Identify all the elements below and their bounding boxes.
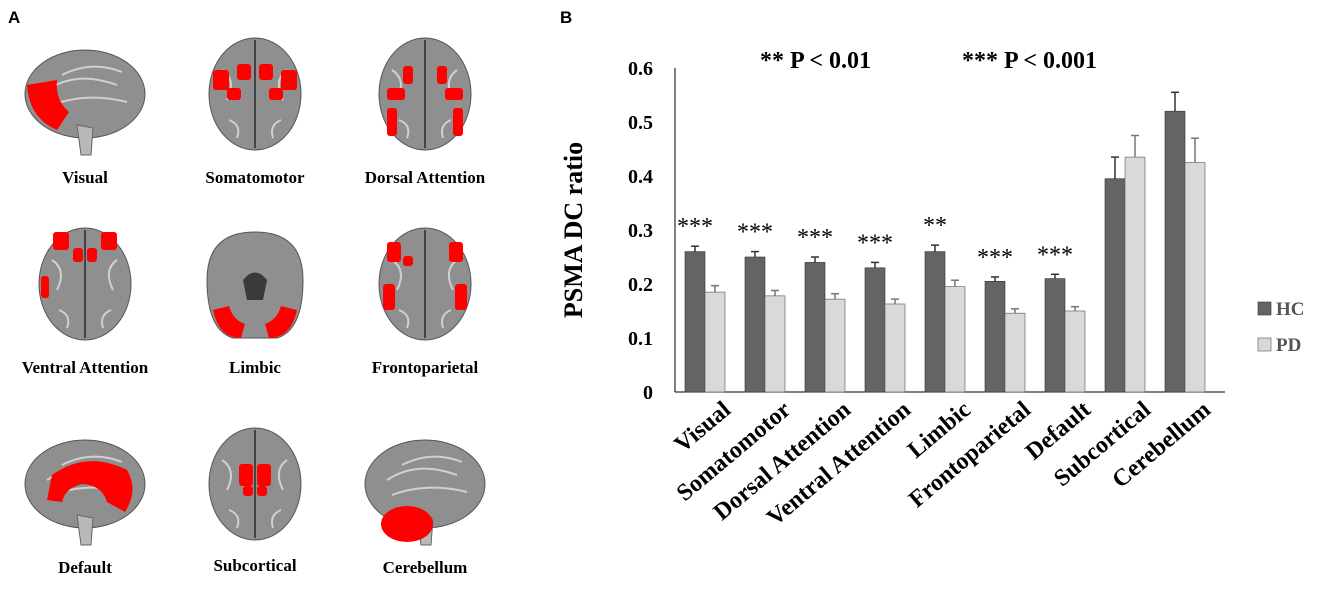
brain-map-visual: Visual (0, 30, 170, 200)
brain-map-label: Subcortical (213, 556, 297, 575)
panel-a-label: A (8, 8, 21, 27)
bar-hc (1164, 110, 1186, 393)
brain-image (378, 227, 472, 341)
brain-map-label: Dorsal Attention (364, 168, 486, 187)
y-tick-label: 0.2 (628, 274, 653, 296)
significance-marker: *** (857, 230, 893, 256)
bar-pd (1184, 162, 1206, 393)
brain-map-ventral-attention: Ventral Attention (0, 220, 170, 390)
brain-map-somatomotor: Somatomotor (170, 30, 340, 200)
bar-hc (1104, 178, 1126, 393)
significance-marker: *** (797, 225, 833, 251)
brain-image (206, 231, 304, 339)
y-tick-label: 0.5 (628, 112, 653, 134)
brain-map-panel: Visual Somatomotor Dorsal Attention Ventral… (0, 30, 520, 589)
bar-pd (704, 291, 726, 393)
brain-map-label: Default (58, 558, 112, 577)
significance-marker: ** (923, 213, 947, 239)
bar-hc (924, 251, 946, 393)
brain-map-label: Cerebellum (382, 558, 468, 577)
y-tick-label: 0.6 (628, 58, 653, 80)
brain-image (38, 227, 132, 341)
brain-map-label: Limbic (229, 358, 281, 377)
bar-hc (984, 280, 1006, 393)
legend-label-pd: PD (1276, 335, 1301, 356)
bar-pd (884, 303, 906, 393)
y-tick-label: 0.3 (628, 220, 653, 242)
brain-map-cerebellum: Cerebellum (340, 420, 510, 590)
y-tick-label: 0.1 (628, 328, 653, 350)
significance-marker: *** (677, 214, 713, 240)
brain-image (378, 37, 472, 151)
significance-marker: *** (737, 220, 773, 246)
brain-image (208, 427, 302, 541)
panel-b-label: B (560, 8, 573, 27)
brain-map-limbic: Limbic (170, 220, 340, 390)
brain-map-subcortical: Subcortical (170, 420, 340, 590)
annotation-p001: ** P < 0.01 (760, 48, 871, 74)
legend-label-hc: HC (1276, 299, 1305, 320)
y-tick-label: 0.4 (628, 166, 653, 188)
brain-map-label: Ventral Attention (21, 358, 149, 377)
bar-pd (1004, 312, 1026, 393)
annotation-p0001: *** P < 0.001 (962, 48, 1097, 74)
brain-map-frontoparietal: Frontoparietal (340, 220, 510, 390)
brain-image (208, 37, 302, 151)
brain-map-label: Somatomotor (205, 168, 305, 187)
bar-hc (804, 262, 826, 393)
legend-swatch-hc (1257, 301, 1272, 316)
brain-map-default: Default (0, 420, 170, 590)
bar-hc (744, 256, 766, 393)
brain-image (364, 439, 486, 546)
bar-chart: 0 0.1 0.2 0.3 0.4 0.5 0.6 PSMA DC ratio ** P < 0… (559, 48, 1305, 531)
bar-pd (944, 286, 966, 393)
bar-pd (1124, 156, 1146, 393)
brain-map-label: Frontoparietal (371, 358, 479, 377)
brain-map-dorsal-attention: Dorsal Attention (340, 30, 510, 200)
y-tick-label: 0 (643, 382, 653, 404)
brain-map-label: Visual (62, 168, 108, 187)
bar-pd (824, 298, 846, 393)
bar-hc (1044, 278, 1066, 393)
brain-image (24, 439, 146, 546)
brain-image (24, 49, 146, 156)
bar-pd (764, 295, 786, 393)
legend-swatch-pd (1257, 337, 1272, 352)
significance-marker: *** (1037, 242, 1073, 268)
bar-hc (864, 267, 886, 393)
bar-pd (1064, 310, 1086, 393)
bar-hc (684, 251, 706, 393)
y-axis-title: PSMA DC ratio (559, 142, 588, 318)
significance-marker: *** (977, 245, 1013, 271)
